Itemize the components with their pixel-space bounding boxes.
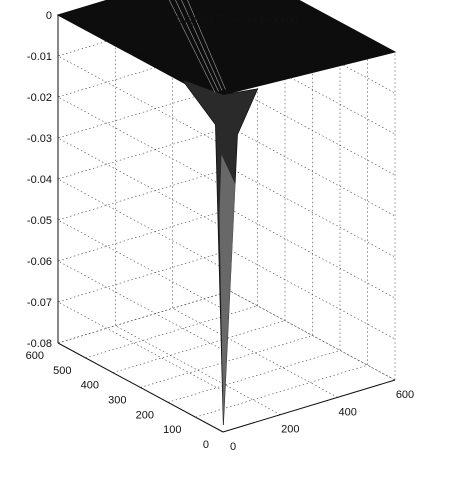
y-tick-label: 100 (163, 424, 181, 436)
z-tick-label: -0.02 (27, 92, 52, 104)
y-tick-label: 300 (108, 395, 126, 407)
y-tick-label: 600 (26, 350, 44, 362)
z-gridline (57, 44, 396, 187)
x-tick-label: 600 (396, 389, 414, 401)
surface-spike (180, 78, 259, 425)
surface-ridge (181, 0, 223, 91)
surface-spike-highlight (219, 154, 236, 425)
z-tick-label: -0.05 (27, 215, 52, 227)
z-tick-label: -0.04 (27, 174, 52, 186)
y-tick-label: 400 (81, 380, 99, 392)
y-tick-label: 200 (136, 409, 154, 421)
z-tick-label: -0.01 (27, 51, 52, 63)
chart-title: Original Transfer function (175, 14, 299, 26)
z-tick-label: -0.03 (27, 133, 52, 145)
surface-ridge (175, 0, 219, 92)
y-tick-label: 0 (203, 439, 209, 451)
x-tick-label: 200 (281, 424, 299, 436)
x-tick-label: 400 (338, 406, 356, 418)
surface-ridge (168, 0, 216, 93)
z-tick-label: -0.06 (27, 256, 52, 268)
surface-ridge (187, 0, 226, 90)
z-gridline (57, 290, 396, 433)
y-tick-label: 500 (53, 365, 71, 377)
y-axis-line (57, 342, 224, 433)
z-gridline (57, 208, 396, 351)
z-tick-label: 0 (46, 10, 52, 22)
z-tick-label: -0.08 (27, 338, 52, 350)
z-gridline (57, 167, 396, 310)
z-gridline (57, 126, 396, 269)
z-tick-label: -0.07 (27, 297, 52, 309)
x-axis-line (222, 379, 396, 433)
x-tick-label: 0 (230, 441, 236, 453)
